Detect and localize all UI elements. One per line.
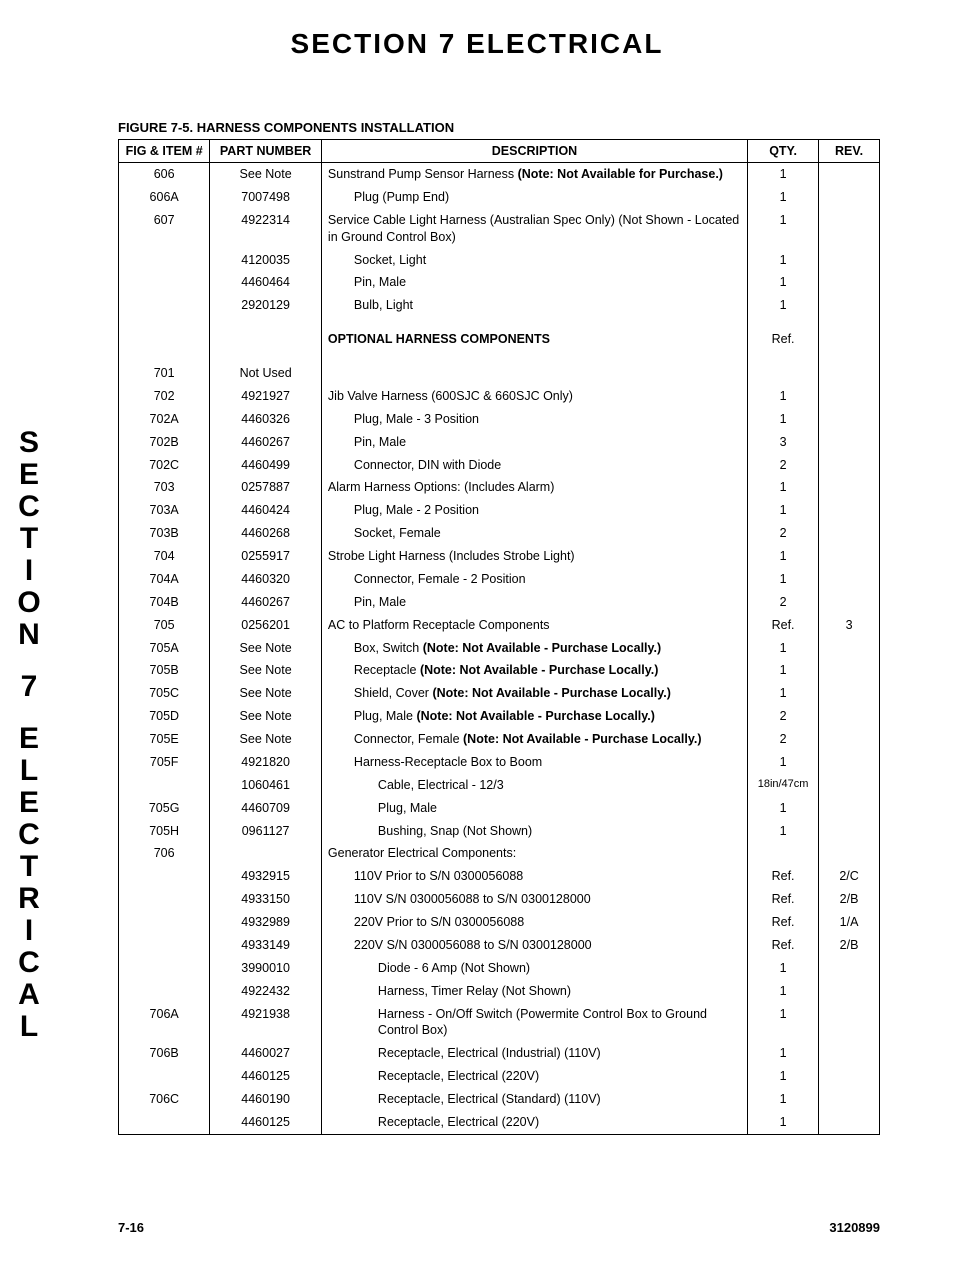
col-header-part: PART NUMBER [210,140,322,163]
table-row: 7024921927Jib Valve Harness (600SJC & 66… [119,385,880,408]
table-row: 704B4460267Pin, Male2 [119,591,880,614]
table-row: 7030257887Alarm Harness Options: (Includ… [119,476,880,499]
side-tab-char: C [0,948,58,978]
side-tab-char: I [0,916,58,946]
table-row: OPTIONAL HARNESS COMPONENTSRef. [119,317,880,362]
table-row: 704A4460320Connector, Female - 2 Positio… [119,568,880,591]
table-row: 701Not Used [119,362,880,385]
table-row: 4933150110V S/N 0300056088 to S/N 030012… [119,888,880,911]
table-row: 4460125Receptacle, Electrical (220V)1 [119,1111,880,1134]
table-row: 7040255917Strobe Light Harness (Includes… [119,545,880,568]
page-footer: 7-16 3120899 [118,1220,880,1235]
table-row: 606A7007498Plug (Pump End)1 [119,186,880,209]
table-row: 705ASee NoteBox, Switch (Note: Not Avail… [119,637,880,660]
side-tab-char [0,652,58,670]
col-header-fig: FIG & ITEM # [119,140,210,163]
table-row: 3990010Diode - 6 Amp (Not Shown)1 [119,957,880,980]
table-row: 705CSee NoteShield, Cover (Note: Not Ava… [119,682,880,705]
footer-page: 7-16 [118,1220,144,1235]
table-row: 4922432Harness, Timer Relay (Not Shown)1 [119,980,880,1003]
side-tab-char: L [0,756,58,786]
side-tab-char: S [0,428,58,458]
side-tab: SECTION7ELECTRICAL [0,428,58,1044]
side-tab-char: O [0,588,58,618]
table-row: 4460464Pin, Male1 [119,271,880,294]
table-row: 2920129Bulb, Light1 [119,294,880,317]
table-row: 705F4921820Harness-Receptacle Box to Boo… [119,751,880,774]
side-tab-char: T [0,524,58,554]
table-row: 702A4460326Plug, Male - 3 Position1 [119,408,880,431]
footer-doc: 3120899 [829,1220,880,1235]
section-title: SECTION 7 ELECTRICAL [0,28,954,60]
table-row: 705H0961127Bushing, Snap (Not Shown)1 [119,820,880,843]
table-row: 705G4460709Plug, Male1 [119,797,880,820]
table-row: 706A4921938Harness - On/Off Switch (Powe… [119,1003,880,1043]
table-row: 1060461Cable, Electrical - 12/318in/47cm [119,774,880,797]
side-tab-char: R [0,884,58,914]
table-row: 4933149220V S/N 0300056088 to S/N 030012… [119,934,880,957]
col-header-desc: DESCRIPTION [321,140,747,163]
table-row: 7050256201AC to Platform Receptacle Comp… [119,614,880,637]
side-tab-char: N [0,620,58,650]
side-tab-char: C [0,492,58,522]
table-row: 703A4460424Plug, Male - 2 Position1 [119,499,880,522]
table-row: 4932915110V Prior to S/N 0300056088Ref.2… [119,865,880,888]
side-tab-char: C [0,820,58,850]
parts-table: FIG & ITEM # PART NUMBER DESCRIPTION QTY… [118,139,880,1135]
col-header-rev: REV. [819,140,880,163]
table-row: 606See NoteSunstrand Pump Sensor Harness… [119,163,880,186]
side-tab-char: L [0,1012,58,1042]
table-row: 706Generator Electrical Components: [119,842,880,865]
side-tab-char [0,704,58,722]
table-row: 4932989220V Prior to S/N 0300056088Ref.1… [119,911,880,934]
table-row: 706B4460027Receptacle, Electrical (Indus… [119,1042,880,1065]
side-tab-char: I [0,556,58,586]
table-row: 4120035Socket, Light1 [119,249,880,272]
col-header-qty: QTY. [748,140,819,163]
table-header-row: FIG & ITEM # PART NUMBER DESCRIPTION QTY… [119,140,880,163]
table-row: 705DSee NotePlug, Male (Note: Not Availa… [119,705,880,728]
side-tab-char: E [0,788,58,818]
figure-caption: FIGURE 7-5. HARNESS COMPONENTS INSTALLAT… [118,120,954,135]
table-row: 705ESee NoteConnector, Female (Note: Not… [119,728,880,751]
table-row: 4460125Receptacle, Electrical (220V)1 [119,1065,880,1088]
table-row: 703B4460268Socket, Female2 [119,522,880,545]
side-tab-char: A [0,980,58,1010]
table-row: 706C4460190Receptacle, Electrical (Stand… [119,1088,880,1111]
table-row: 6074922314Service Cable Light Harness (A… [119,209,880,249]
table-row: 702B4460267Pin, Male3 [119,431,880,454]
side-tab-char: E [0,724,58,754]
table-row: 702C4460499Connector, DIN with Diode2 [119,454,880,477]
side-tab-char: E [0,460,58,490]
table-row: 705BSee NoteReceptacle (Note: Not Availa… [119,659,880,682]
side-tab-char: T [0,852,58,882]
side-tab-char: 7 [0,672,58,702]
